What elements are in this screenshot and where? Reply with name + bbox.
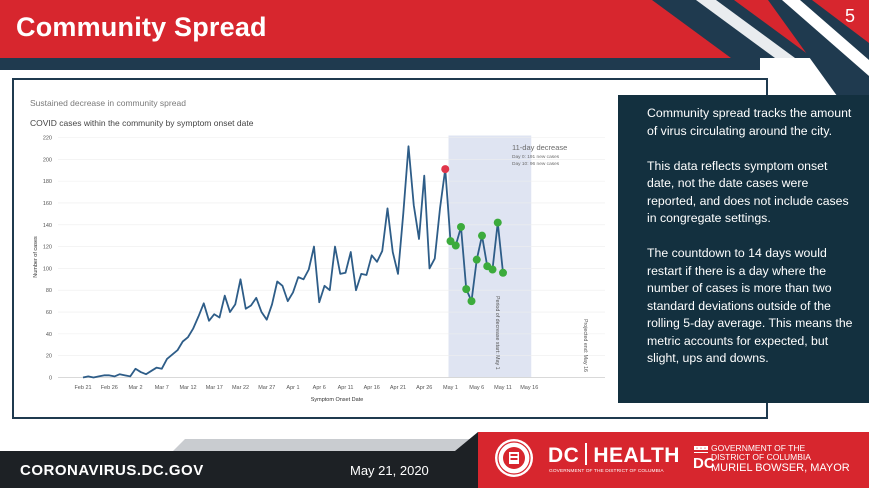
x-tick-label: Apr 6 <box>313 385 326 391</box>
info-paragraph-1: Community spread tracks the amount of vi… <box>647 106 852 138</box>
x-tick-label: Apr 21 <box>390 385 406 391</box>
info-panel: Community spread tracks the amount of vi… <box>618 95 869 403</box>
dc-flag-icon <box>694 446 708 455</box>
y-tick-label: 0 <box>49 376 52 382</box>
y-tick-label: 20 <box>46 354 52 360</box>
projected-end-annotation: Projected end: May 16 <box>582 319 588 372</box>
x-tick-label: Mar 22 <box>232 385 249 391</box>
y-tick-label: 100 <box>43 266 52 272</box>
series-line <box>82 145 504 379</box>
chart-title: Sustained decrease in community spread <box>30 98 186 108</box>
decrease-point <box>493 218 502 227</box>
website-link[interactable]: CORONAVIRUS.DC.GOV <box>20 462 204 479</box>
info-paragraph-2: This data reflects symptom onset date, n… <box>647 158 849 226</box>
decrease-point <box>499 268 507 277</box>
gov-dc: DC <box>693 455 715 472</box>
dc-health-logo: DC HEALTH <box>548 443 680 468</box>
x-tick-label: Apr 16 <box>364 385 380 391</box>
x-tick-label: May 11 <box>494 385 512 391</box>
y-tick-label: 180 <box>43 179 52 185</box>
header-accent-bar <box>0 58 760 70</box>
peak-point <box>441 165 450 174</box>
x-tick-label: Apr 1 <box>286 385 299 391</box>
decrease-point <box>462 285 471 294</box>
decrease-point <box>472 255 481 264</box>
x-tick-label: Feb 21 <box>74 385 91 391</box>
x-tick-label: Apr 11 <box>338 385 354 391</box>
x-tick-label: Mar 27 <box>258 385 275 391</box>
highlight-line2: Day 10: 96 new cases <box>512 161 560 167</box>
x-tick-label: Apr 26 <box>416 385 432 391</box>
y-tick-label: 160 <box>43 201 52 207</box>
decrease-point <box>478 231 486 240</box>
decrease-point <box>451 241 460 250</box>
y-tick-label: 140 <box>43 223 52 229</box>
highlight-line1: Day 0: 191 new cases <box>512 154 560 160</box>
dc-seal-icon <box>495 439 533 477</box>
x-tick-label: Mar 2 <box>128 385 142 391</box>
y-tick-label: 80 <box>46 288 52 294</box>
y-tick-label: 220 <box>43 136 52 142</box>
x-tick-label: Mar 7 <box>155 385 169 391</box>
x-tick-label: May 1 <box>443 385 458 391</box>
gov-line-2: DISTRICT OF COLUMBIA <box>711 452 811 462</box>
header-decoration <box>652 0 869 100</box>
info-paragraph-3: The countdown to 14 days would restart i… <box>647 246 853 365</box>
highlight-band <box>448 135 532 378</box>
dc-health-word: HEALTH <box>593 444 680 467</box>
y-axis-label: Number of cases <box>33 236 39 278</box>
slide-number: 5 <box>844 6 855 26</box>
x-tick-label: May 16 <box>520 385 538 391</box>
slide-date: May 21, 2020 <box>350 463 429 478</box>
y-tick-label: 40 <box>46 332 52 338</box>
chart-subtitle: COVID cases within the community by symp… <box>30 118 254 128</box>
decrease-point <box>488 265 497 274</box>
decrease-point <box>467 297 476 306</box>
x-tick-label: Mar 12 <box>179 385 196 391</box>
decrease-point <box>446 237 455 246</box>
y-tick-label: 200 <box>43 157 52 163</box>
dc-health-dc: DC <box>548 444 580 467</box>
gov-line-1: GOVERNMENT OF THE <box>711 443 806 453</box>
dc-health-subtitle: GOVERNMENT OF THE DISTRICT OF COLUMBIA <box>549 469 664 474</box>
footer-brand-block <box>478 432 869 488</box>
x-axis-label: Symptom Onset Date <box>311 397 364 403</box>
x-tick-label: Feb 26 <box>101 385 118 391</box>
period-start-annotation: Period of decrease start: May 1 <box>494 296 500 370</box>
x-tick-label: Mar 17 <box>206 385 223 391</box>
x-tick-label: May 6 <box>469 385 484 391</box>
y-tick-label: 120 <box>43 245 52 251</box>
gov-mayor: MURIEL BOWSER, MAYOR <box>711 462 850 474</box>
footer-decoration <box>173 432 520 451</box>
y-tick-label: 60 <box>46 310 52 316</box>
decrease-point <box>457 222 465 231</box>
highlight-title: 11-day decrease <box>512 143 567 152</box>
slide-title: Community Spread <box>16 12 267 42</box>
